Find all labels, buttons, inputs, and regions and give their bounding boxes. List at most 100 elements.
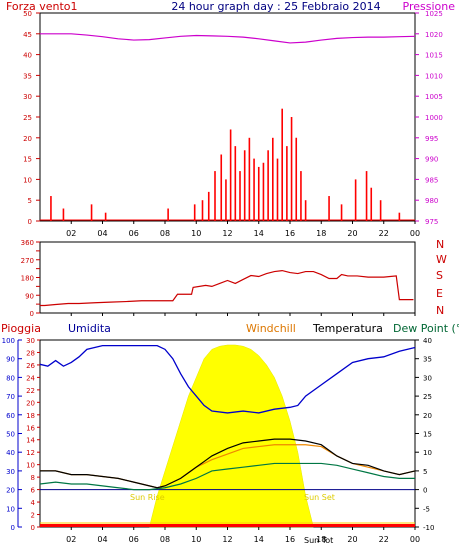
temp-tick-label: -10 [423,524,434,532]
wind-tick-label: 40 [23,52,32,60]
rain-tick-label: 12 [26,449,35,457]
pioggia-label: Pioggia [1,322,41,335]
rain-tick-label: 18 [26,412,35,420]
direction-tick-label: 0 [30,310,34,318]
umidita-label: Umidita [68,322,111,335]
humidity-line [39,344,416,414]
x-tick-label: 12 [222,535,232,544]
sun-rise-label: Sun Rise [130,493,165,502]
x-tick-label: 16 [285,535,295,544]
pressure-tick-label: 985 [425,176,438,184]
x-tick-label: 04 [97,535,107,544]
x-tick-label: 10 [191,229,201,238]
wind-direction-plot-area [39,241,416,314]
pressure-tick-label: 1015 [425,52,443,60]
x-tick-label: 12 [222,229,232,238]
x-tick-label: 14 [254,535,264,544]
wind-tick-label: 25 [23,114,32,122]
wind-pressure-plot-area [39,12,416,222]
pressure-line [40,33,416,44]
dewpoint-label: Dew Point (°C [393,322,459,335]
x-tick-label: 10 [191,535,201,544]
humidity-tick-label: 10 [6,505,15,513]
x-tick-label: 00 [410,229,420,238]
wind-tick-label: 20 [23,135,32,143]
pressure-tick-label: 1025 [425,10,443,18]
direction-tick-label: 270 [21,257,34,265]
temp-tick-label: 35 [423,356,432,364]
dir-label-s: S [436,269,443,282]
rain-tick-label: 26 [26,362,35,370]
pressure-tick-label: 1010 [425,72,443,80]
rain-tick-label: 2 [31,512,35,520]
wind-tick-label: 5 [28,197,32,205]
humidity-tick-label: 80 [6,374,15,382]
pressure-tick-label: 995 [425,135,438,143]
temperatura-label: Temperatura [312,322,383,335]
dir-label-n-top: N [436,238,444,251]
humidity-tick-label: 90 [6,356,15,364]
rain-tick-label: 10 [26,462,35,470]
pressure-tick-label: 1020 [425,31,443,39]
wind-tick-label: 30 [23,93,32,101]
x-tick-label: 20 [347,229,357,238]
temp-tick-label: 40 [423,337,432,345]
humidity-tick-label: 100 [2,337,15,345]
direction-tick-label: 180 [21,275,34,283]
x-tick-label: 18 [316,229,326,238]
x-tick-label: 08 [160,535,170,544]
dewpoint-line [39,462,415,491]
temp-tick-label: -5 [423,505,430,513]
rain-bar [40,524,415,527]
temp-tick-label: 15 [423,431,432,439]
humidity-tick-label: 0 [11,524,15,532]
humidity-tick-label: 40 [6,449,15,457]
pressure-tick-label: 980 [425,197,438,205]
rain-tick-label: 28 [26,349,35,357]
direction-line [40,269,414,307]
x-tick-label: 16 [285,229,295,238]
x-tick-label: 06 [129,229,139,238]
wind-tick-label: 50 [23,10,32,18]
wind-tick-label: 0 [28,218,32,226]
sun-tot-label: Sun Tot [304,536,333,545]
humidity-tick-label: 70 [6,393,15,401]
rain-tick-label: 0 [31,524,35,532]
rain-tick-label: 4 [31,499,36,507]
dir-label-e: E [436,287,443,300]
rain-tick-label: 20 [26,399,35,407]
temp-tick-label: 10 [423,449,432,457]
direction-tick-label: 90 [25,292,34,300]
temp-tick-label: 5 [423,468,427,476]
rain-tick-label: 6 [31,487,36,495]
rain-tick-label: 14 [26,437,35,445]
x-tick-label: 00 [410,535,420,544]
temp-tick-label: 20 [423,412,432,420]
sun-area [149,344,314,528]
windchill-label: Windchill [246,322,296,335]
rain-tick-label: 30 [26,337,35,345]
x-tick-label: 02 [66,229,76,238]
rain-tick-label: 8 [31,474,35,482]
humidity-tick-label: 50 [6,431,15,439]
temp-tick-label: 0 [423,487,427,495]
x-tick-label: 22 [379,535,389,544]
x-tick-label: 08 [160,229,170,238]
direction-tick-label: 360 [21,239,34,247]
wind-tick-label: 10 [23,176,32,184]
humidity-tick-label: 30 [6,468,15,476]
wind-tick-label: 35 [23,72,32,80]
pressure-tick-label: 990 [425,156,438,164]
x-tick-label: 06 [129,535,139,544]
humidity-tick-label: 60 [6,412,15,420]
sun-set-label: Sun Set [304,493,335,502]
humidity-tick-label: 20 [6,487,15,495]
rain-tick-label: 16 [26,424,35,432]
pressure-tick-label: 1000 [425,114,443,122]
x-tick-label: 18 [316,535,326,544]
temp-tick-label: 30 [423,374,432,382]
dir-label-n-bottom: N [436,304,444,317]
pressure-tick-label: 975 [425,218,438,226]
